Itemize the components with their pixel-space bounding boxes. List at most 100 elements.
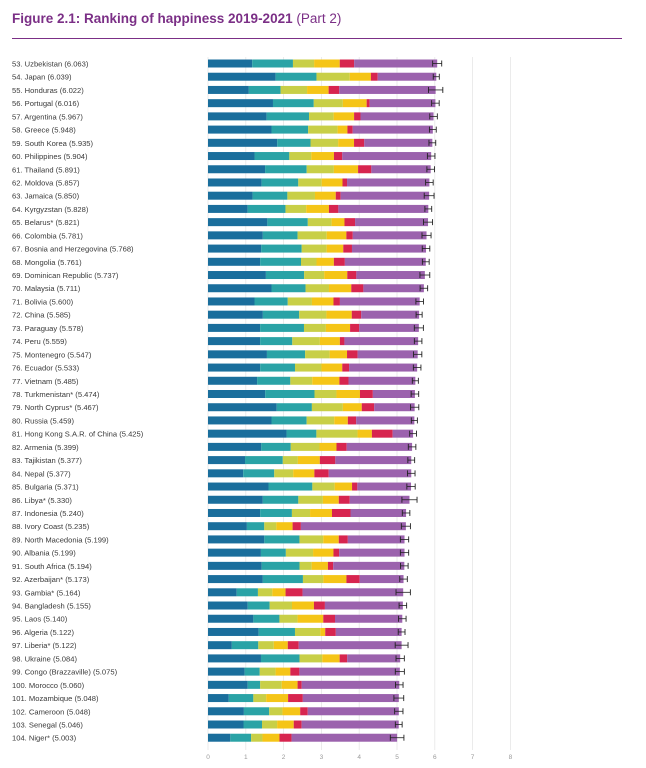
bar-segment xyxy=(338,138,355,147)
bar-segment xyxy=(208,508,261,517)
bar-segment xyxy=(208,667,245,676)
bar-row xyxy=(208,588,404,597)
bar-row xyxy=(208,601,403,610)
bar-segment xyxy=(371,165,431,174)
bar-segment xyxy=(282,707,301,716)
country-label: 97. Liberia* (5.122) xyxy=(12,641,77,650)
country-label: 74. Peru (5.559) xyxy=(12,337,67,346)
bar-segment xyxy=(349,495,410,504)
bar-segment xyxy=(347,654,401,663)
bar-segment xyxy=(297,231,327,240)
bar-segment xyxy=(343,244,352,253)
country-label: 62. Moldova (5.857) xyxy=(12,178,80,187)
bar-segment xyxy=(290,376,313,385)
bar-segment xyxy=(208,641,232,650)
bar-segment xyxy=(208,152,255,161)
bar-segment xyxy=(326,231,347,240)
bar-segment xyxy=(346,442,413,451)
bar-segment xyxy=(261,442,291,451)
bar-segment xyxy=(323,575,347,584)
bar-segment xyxy=(244,667,260,676)
bar-segment xyxy=(308,125,338,134)
bar-segment xyxy=(355,218,429,227)
bar-segment xyxy=(252,59,293,68)
bar-segment xyxy=(260,257,302,266)
bar-row xyxy=(208,403,415,412)
bar-segment xyxy=(354,112,361,121)
bar-segment xyxy=(354,59,438,68)
bar-row xyxy=(208,720,399,729)
bar-segment xyxy=(208,654,261,663)
bar-segment xyxy=(208,271,266,280)
bar-segment xyxy=(208,535,265,544)
bar-segment xyxy=(208,244,262,253)
bar-segment xyxy=(326,244,344,253)
bar-segment xyxy=(306,416,335,425)
bar-segment xyxy=(369,99,436,108)
country-label: 87. Indonesia (5.240) xyxy=(12,509,84,518)
country-label: 76. Ecuador (5.533) xyxy=(12,364,80,373)
bar-segment xyxy=(370,72,378,81)
bar-row xyxy=(208,323,419,332)
bar-segment xyxy=(208,257,261,266)
bar-segment xyxy=(336,442,347,451)
bar-segment xyxy=(287,191,315,200)
bar-segment xyxy=(260,323,304,332)
country-label: 67. Bosnia and Herzegovina (5.768) xyxy=(12,245,134,254)
bar-segment xyxy=(264,535,300,544)
bar-segment xyxy=(323,614,336,623)
bar-segment xyxy=(303,323,326,332)
bar-segment xyxy=(356,271,425,280)
country-label: 57. Argentina (5.967) xyxy=(12,112,83,121)
bar-segment xyxy=(285,204,307,213)
bar-segment xyxy=(328,469,412,478)
bar-row xyxy=(208,112,434,121)
bar-segment xyxy=(271,416,307,425)
bar-segment xyxy=(291,733,398,742)
bar-segment xyxy=(351,284,364,293)
bar-segment xyxy=(320,627,326,636)
bar-segment xyxy=(301,257,317,266)
bar-segment xyxy=(230,733,252,742)
bar-segment xyxy=(335,627,402,636)
bar-segment xyxy=(311,297,334,306)
bar-segment xyxy=(290,667,300,676)
bar-segment xyxy=(328,284,352,293)
bar-segment xyxy=(294,627,321,636)
bar-row xyxy=(208,337,419,346)
bar-segment xyxy=(276,522,293,531)
bar-segment xyxy=(247,680,261,689)
country-label: 94. Bangladesh (5.155) xyxy=(12,602,91,611)
bar-segment xyxy=(287,641,299,650)
bar-row xyxy=(208,85,436,94)
bar-segment xyxy=(228,694,254,703)
bar-segment xyxy=(311,561,328,570)
bar-segment xyxy=(313,99,343,108)
bar-segment xyxy=(339,297,420,306)
bar-segment xyxy=(243,720,263,729)
bar-row xyxy=(208,456,412,465)
bar-segment xyxy=(262,310,300,319)
bar-segment xyxy=(208,178,262,187)
bar-row xyxy=(208,204,429,213)
bar-segment xyxy=(312,376,340,385)
bar-row xyxy=(208,614,403,623)
bar-segment xyxy=(252,191,288,200)
bar-row xyxy=(208,694,399,703)
bar-segment xyxy=(289,152,312,161)
bar-segment xyxy=(208,495,263,504)
bar-segment xyxy=(285,548,314,557)
country-label: 103. Senegal (5.046) xyxy=(12,721,83,730)
bar-segment xyxy=(346,231,353,240)
country-label: 89. North Macedonia (5.199) xyxy=(12,535,109,544)
bar-segment xyxy=(335,614,403,623)
bar-segment xyxy=(262,733,280,742)
figure-title-part: (Part 2) xyxy=(296,11,342,26)
bar-segment xyxy=(324,601,403,610)
bar-segment xyxy=(280,85,308,94)
bar-segment xyxy=(260,337,293,346)
bar-segment xyxy=(258,627,295,636)
bar-row xyxy=(208,429,414,438)
bar-segment xyxy=(262,495,299,504)
